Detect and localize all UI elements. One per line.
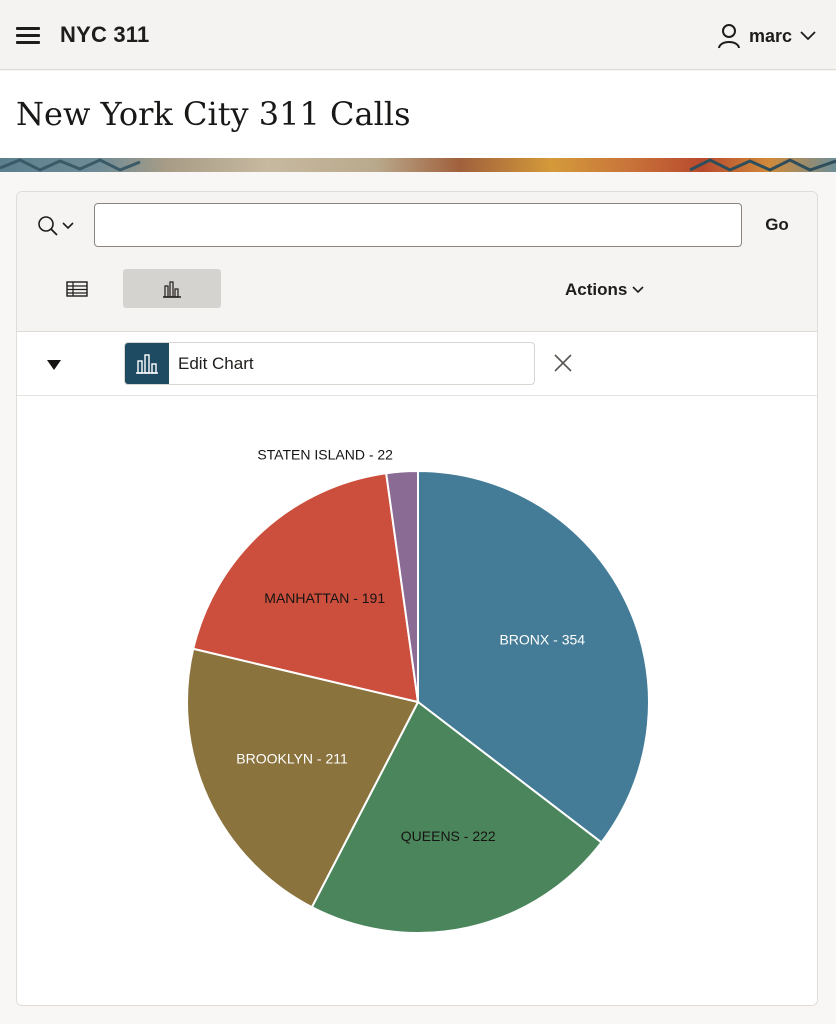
edit-chart-label: Edit Chart (178, 353, 254, 373)
chevron-down-icon (62, 222, 74, 230)
view-chart-button[interactable] (123, 269, 221, 308)
report-toolbar: Go Actions (17, 192, 817, 332)
navigation-menu-button[interactable] (14, 24, 42, 46)
page-footer-strip (0, 1006, 836, 1024)
chevron-down-icon (800, 31, 816, 41)
collapse-triangle-icon[interactable] (45, 356, 63, 374)
hamburger-line (16, 34, 40, 37)
hamburger-line (16, 41, 40, 44)
search-input[interactable] (94, 203, 742, 247)
title-region: New York City 311 Calls (0, 71, 836, 158)
pie-slice-bronx[interactable] (417, 469, 650, 844)
pie-label-brooklyn: BROOKLYN - 211 (236, 751, 348, 767)
pie-label-staten-island: STATEN ISLAND - 22 (257, 446, 393, 462)
actions-menu-button[interactable]: Actions (565, 276, 644, 304)
go-button[interactable]: Go (755, 208, 799, 242)
user-icon (717, 24, 740, 49)
user-menu[interactable]: marc (717, 20, 816, 52)
app-header: NYC 311 marc (0, 0, 836, 70)
app-title[interactable]: NYC 311 (60, 22, 150, 47)
search-icon (38, 216, 58, 236)
bar-chart-icon (163, 280, 181, 298)
report-settings-row: Edit Chart (17, 332, 817, 396)
close-icon[interactable] (552, 352, 574, 374)
pie-slice-queens[interactable] (310, 700, 603, 934)
chart-area: BRONX - 354 QUEENS - 222 BROOKLYN - 211 MAN… (17, 397, 817, 1005)
report-region: Go Actions (16, 191, 818, 1006)
pie-slice-staten-island[interactable] (385, 469, 419, 703)
pie-chart: BRONX - 354 QUEENS - 222 BROOKLYN - 211 MAN… (186, 446, 650, 934)
hamburger-line (16, 27, 40, 30)
pie-label-manhattan: MANHATTAN - 191 (264, 590, 385, 606)
view-report-button[interactable] (47, 270, 107, 308)
pie-label-bronx: BRONX - 354 (499, 631, 585, 647)
edit-chart-icon-box (125, 343, 169, 384)
bar-chart-icon (136, 353, 158, 374)
table-icon (66, 281, 88, 297)
pie-slice-brooklyn[interactable] (186, 647, 420, 909)
page-title: New York City 311 Calls (16, 95, 411, 133)
actions-label: Actions (565, 280, 628, 299)
edit-chart-button[interactable]: Edit Chart (124, 342, 535, 385)
decorative-banner (0, 158, 836, 172)
pie-label-queens: QUEENS - 222 (401, 828, 496, 844)
user-name: marc (748, 25, 792, 46)
search-column-selector[interactable] (37, 214, 77, 238)
chevron-down-icon (632, 286, 644, 294)
pie-slice-manhattan[interactable] (192, 472, 420, 704)
